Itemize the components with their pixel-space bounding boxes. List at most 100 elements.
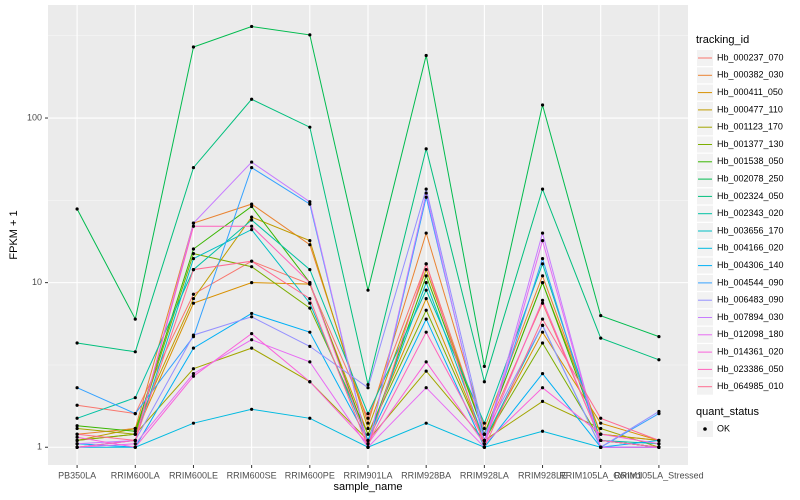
legend-label: Hb_000411_050 (717, 87, 783, 97)
data-point (599, 314, 603, 318)
legend-label: Hb_003656_170 (717, 225, 784, 235)
data-point (191, 296, 196, 301)
data-point (599, 426, 603, 431)
x-tick-label: RRIM105LA_Control (559, 470, 642, 480)
data-point (424, 53, 428, 58)
data-point (75, 403, 79, 407)
data-point (250, 97, 254, 101)
data-point (540, 386, 545, 390)
data-point (308, 125, 312, 129)
data-point (540, 429, 545, 433)
data-point (366, 288, 370, 292)
data-point (308, 33, 312, 37)
legend-label: Hb_001123_170 (717, 122, 783, 132)
data-point (424, 267, 428, 272)
legend-label: Hb_001538_050 (717, 156, 784, 166)
legend-label: Hb_002343_020 (717, 208, 784, 218)
data-point (308, 306, 312, 310)
x-tick-label: RRIM600LE (169, 470, 218, 480)
data-point (540, 262, 545, 266)
data-point (133, 429, 137, 433)
data-point (250, 281, 254, 285)
data-point (191, 256, 196, 261)
data-point (424, 360, 428, 364)
data-point (599, 421, 603, 425)
legend-label: Hb_007894_030 (717, 312, 784, 322)
data-point (424, 191, 428, 195)
data-point (191, 247, 196, 251)
data-point (366, 383, 370, 387)
data-point (540, 256, 545, 261)
data-point (75, 445, 79, 449)
data-point (424, 147, 428, 151)
legend-title: quant_status (696, 406, 759, 418)
data-point (366, 442, 370, 446)
data-point (657, 358, 661, 362)
data-point (540, 399, 545, 403)
data-point (540, 298, 545, 302)
data-point (250, 338, 254, 342)
data-point (424, 386, 428, 390)
data-point (657, 409, 661, 414)
data-point (191, 292, 196, 296)
data-point (191, 221, 196, 225)
data-point (424, 369, 428, 373)
data-point (540, 281, 545, 285)
data-point (366, 438, 370, 443)
data-point (250, 315, 254, 319)
data-point (133, 426, 137, 431)
data-point (191, 267, 196, 272)
data-point (308, 416, 312, 420)
data-point (424, 288, 428, 292)
y-axis-title: FPKM + 1 (8, 210, 20, 259)
data-point (540, 341, 545, 345)
legend-label: Hb_023386_050 (717, 364, 784, 374)
legend-label: Hb_004306_140 (717, 260, 784, 270)
data-point (75, 424, 79, 428)
x-tick-label: RRIM105LA_Stressed (614, 470, 704, 480)
data-point (75, 438, 79, 443)
data-point (366, 421, 370, 425)
legend-label: Hb_000237_070 (717, 52, 784, 62)
data-point (599, 336, 603, 340)
data-point (250, 224, 254, 228)
data-point (133, 350, 137, 354)
data-point (133, 442, 137, 446)
data-point (250, 160, 254, 164)
data-point (250, 218, 254, 222)
data-point (191, 346, 196, 350)
data-point (540, 231, 545, 235)
data-point (250, 165, 254, 170)
y-tick-label: 100 (27, 112, 42, 122)
data-point (250, 332, 254, 336)
data-point (133, 396, 137, 400)
data-point (250, 24, 254, 29)
data-point (599, 438, 603, 443)
legend-label: Hb_000382_030 (717, 70, 784, 80)
data-point (191, 367, 196, 371)
data-point (424, 195, 428, 199)
data-point (250, 227, 254, 232)
data-point (75, 341, 79, 345)
data-point (191, 252, 196, 256)
data-point (75, 435, 79, 439)
x-axis-title: sample_name (333, 481, 402, 493)
data-point (540, 317, 545, 321)
data-point (250, 204, 254, 209)
data-point (366, 386, 370, 390)
legend-label: Hb_012098_180 (717, 329, 784, 339)
data-point (366, 412, 370, 416)
data-point (424, 281, 428, 285)
data-point (308, 301, 312, 305)
data-point (308, 200, 312, 204)
data-point (133, 412, 137, 416)
data-point (191, 333, 196, 337)
data-point (540, 323, 545, 327)
data-point (191, 374, 196, 378)
data-point (424, 421, 428, 425)
data-point (366, 426, 370, 431)
data-point (657, 335, 661, 339)
data-point (75, 386, 79, 390)
legend-label: Hb_064985_010 (717, 381, 784, 391)
